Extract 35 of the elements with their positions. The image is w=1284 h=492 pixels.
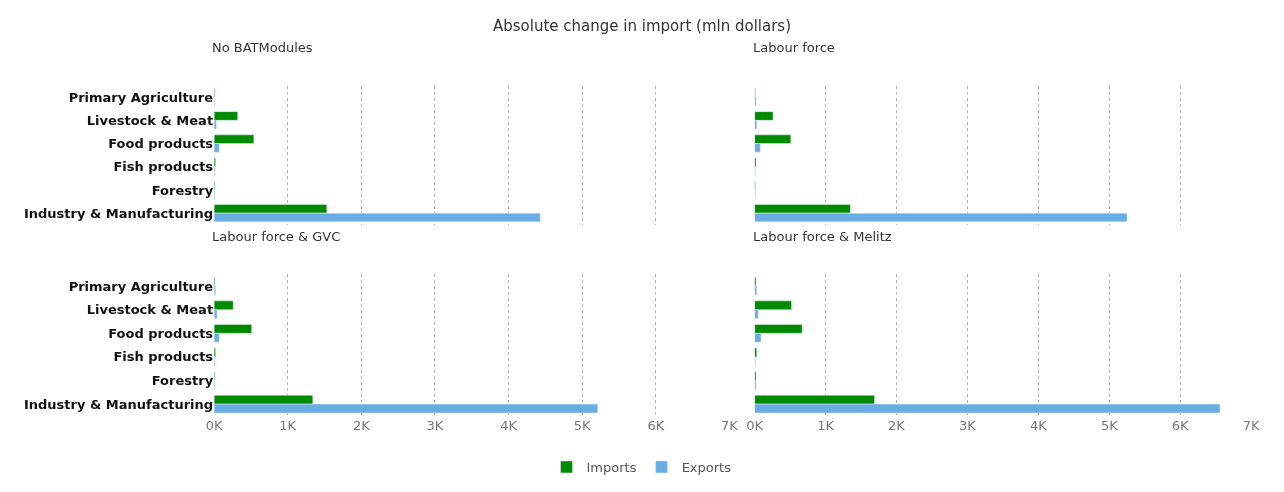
chart-title: Labour force & Melitz: [753, 229, 892, 244]
y-tick-label: Livestock & Meat: [86, 112, 214, 128]
text: Absolute change in import (mln dollars): [493, 17, 792, 35]
legend-label: Exports: [681, 460, 732, 476]
x-tick-label: 4K: [500, 417, 518, 433]
y-tick-label: Food products: [108, 325, 214, 341]
y-tick-label: Livestock & Meat: [86, 302, 214, 318]
chart-title: No BATModules: [212, 40, 313, 55]
y-tick-label: Fish products: [113, 159, 214, 175]
x-tick-label: 0K: [205, 417, 223, 433]
y-tick-label: Primary Agriculture: [68, 278, 214, 294]
y-tick-label: Forestry: [151, 182, 214, 198]
x-tick-label: 1K: [279, 417, 297, 433]
x-tick-label: 7K: [1242, 417, 1261, 433]
chart-title: Labour force: [753, 40, 835, 55]
x-tick-label: 7K: [721, 417, 739, 433]
x-tick-label: 2K: [352, 417, 371, 433]
x-tick-label: 3K: [959, 417, 977, 433]
y-tick-label: Forestry: [151, 373, 214, 389]
y-tick-label: Primary Agriculture: [68, 89, 214, 105]
x-tick-label: 0K: [746, 417, 764, 433]
y-tick-label: Industry & Manufacturing: [23, 396, 214, 412]
x-tick-label: 5K: [1100, 417, 1119, 433]
x-tick-label: 6K: [1171, 417, 1190, 433]
y-tick-label: Food products: [108, 136, 214, 152]
x-tick-label: 2K: [888, 417, 906, 433]
x-tick-label: 5K: [573, 417, 592, 433]
x-tick-label: 6K: [647, 417, 665, 433]
chart-title: Labour force & GVC: [212, 229, 341, 244]
x-tick-label: 4K: [1029, 417, 1048, 433]
y-tick-label: Fish products: [113, 349, 214, 365]
x-tick-label: 3K: [426, 417, 444, 433]
legend-label: Imports: [586, 460, 637, 476]
x-tick-label: 1K: [817, 417, 835, 433]
y-tick-label: Industry & Manufacturing: [23, 205, 214, 221]
